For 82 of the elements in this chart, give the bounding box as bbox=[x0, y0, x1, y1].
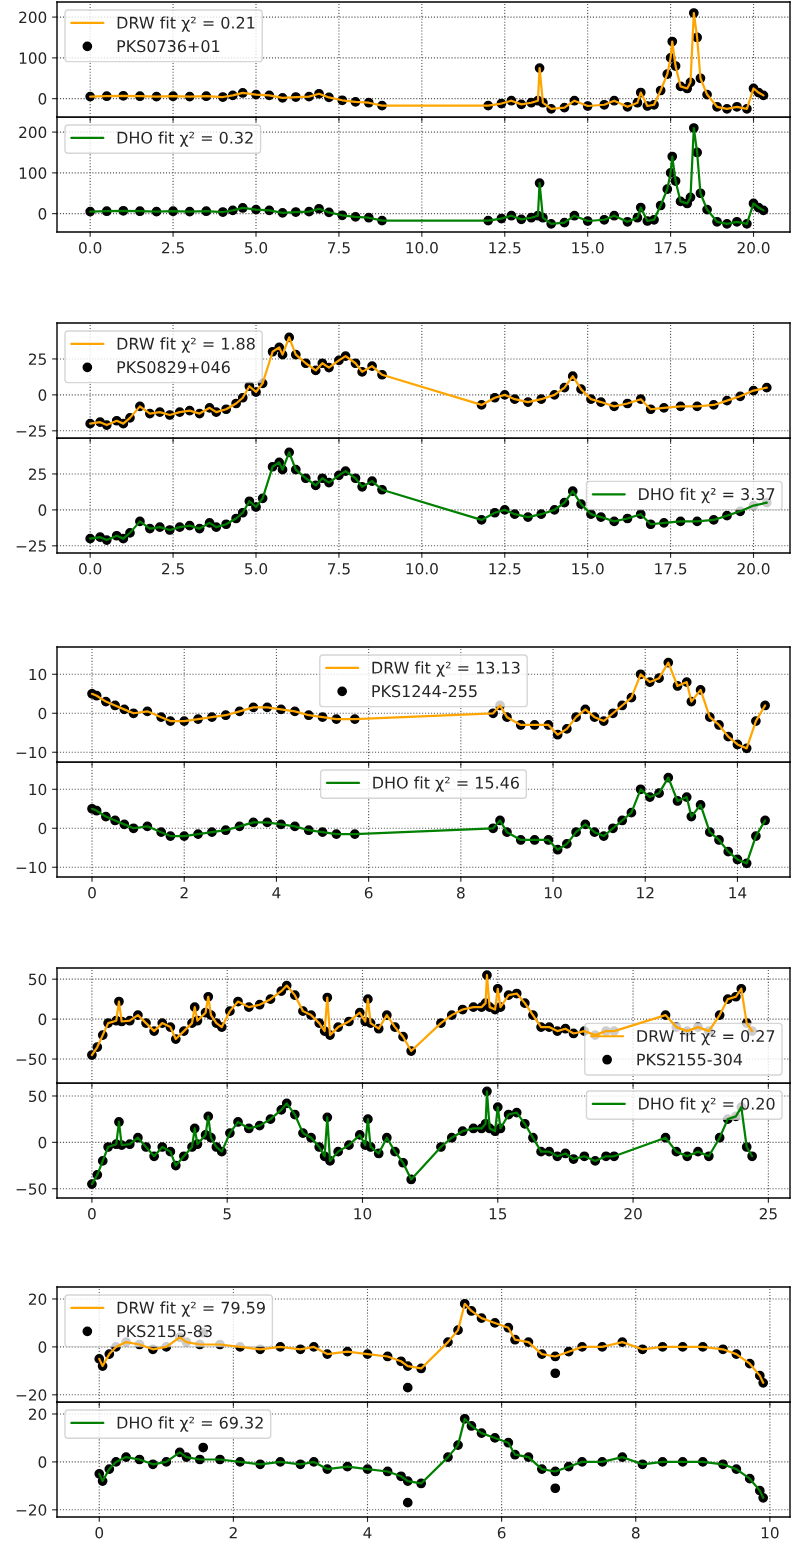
legend-label: PKS0829+046 bbox=[117, 361, 230, 374]
x-tick-label: 2.5 bbox=[162, 562, 184, 575]
legend-label: DRW fit χ² = 79.59 bbox=[117, 1301, 265, 1317]
y-tick-label: 200 bbox=[19, 11, 47, 24]
x-tick-label: 7.5 bbox=[328, 242, 350, 254]
legend-label: PKS2155-83 bbox=[117, 1325, 212, 1338]
x-tick-label: 6 bbox=[497, 1526, 506, 1539]
x-tick-label: 20.0 bbox=[737, 241, 770, 254]
x-tick-label: 2 bbox=[180, 886, 188, 899]
x-tick-label: 12 bbox=[637, 886, 654, 899]
legend-label: DHO fit χ² = 69.32 bbox=[117, 1416, 263, 1432]
x-tick-label: 17.5 bbox=[655, 242, 687, 254]
x-tick-label: 6 bbox=[364, 886, 373, 899]
legend-label: DRW fit χ² = 1.88 bbox=[117, 337, 255, 353]
x-tick-label: 10 bbox=[545, 886, 562, 899]
y-tick-label: 50 bbox=[29, 1090, 47, 1103]
y-tick-label: 0 bbox=[38, 1013, 47, 1026]
y-tick-label: 20 bbox=[28, 1293, 47, 1305]
x-tick-label: 5.0 bbox=[245, 241, 268, 254]
legend-label: DRW fit χ² = 0.21 bbox=[117, 16, 255, 32]
y-tick-label: −50 bbox=[16, 1183, 47, 1195]
y-tick-label: 0 bbox=[38, 707, 47, 720]
y-tick-label: −10 bbox=[16, 746, 47, 759]
y-tick-label: 20 bbox=[28, 1408, 47, 1420]
x-tick-label: 8 bbox=[631, 1526, 640, 1539]
x-tick-label: 0 bbox=[95, 1526, 104, 1539]
x-tick-label: 0 bbox=[88, 886, 96, 899]
x-tick-label: 5 bbox=[223, 1208, 231, 1220]
x-tick-label: 20 bbox=[624, 1207, 642, 1220]
x-tick-label: 0 bbox=[88, 1207, 96, 1220]
y-tick-label: −50 bbox=[16, 1053, 47, 1066]
x-tick-label: 7.5 bbox=[328, 563, 350, 575]
x-tick-label: 14 bbox=[729, 887, 747, 899]
y-tick-label: −25 bbox=[16, 540, 46, 552]
y-tick-label: 200 bbox=[19, 126, 47, 139]
x-tick-label: 15 bbox=[489, 1208, 507, 1220]
x-tick-label: 8 bbox=[457, 886, 465, 899]
y-tick-label: 0 bbox=[38, 1341, 47, 1353]
x-tick-label: 15.0 bbox=[572, 562, 604, 575]
y-tick-label: 0 bbox=[38, 93, 47, 105]
y-tick-label: 25 bbox=[28, 353, 46, 365]
legend-label: PKS0736+01 bbox=[117, 40, 220, 53]
legend-label: PKS1244-255 bbox=[372, 685, 477, 698]
y-tick-label: −25 bbox=[16, 425, 46, 437]
x-tick-label: 10.0 bbox=[406, 241, 438, 254]
y-tick-label: 0 bbox=[38, 504, 47, 516]
x-tick-label: 25 bbox=[759, 1207, 777, 1220]
x-tick-label: 4 bbox=[363, 1527, 372, 1539]
y-tick-label: 100 bbox=[19, 167, 47, 179]
y-tick-label: −20 bbox=[16, 1389, 47, 1401]
x-tick-label: 20.0 bbox=[737, 562, 770, 575]
x-tick-label: 12.5 bbox=[489, 241, 521, 254]
x-tick-label: 5.0 bbox=[245, 562, 268, 575]
x-tick-label: 15.0 bbox=[572, 241, 604, 254]
y-tick-label: 50 bbox=[29, 973, 47, 986]
y-tick-label: 25 bbox=[28, 468, 46, 480]
y-tick-label: −20 bbox=[16, 1504, 47, 1516]
x-tick-label: 12.5 bbox=[489, 562, 521, 575]
y-tick-label: 0 bbox=[38, 208, 47, 220]
legend-label: DHO fit χ² = 0.32 bbox=[117, 131, 253, 147]
x-tick-label: 10.0 bbox=[406, 562, 438, 575]
legend-label: DRW fit χ² = 13.13 bbox=[372, 661, 520, 677]
legend-label: DHO fit χ² = 0.20 bbox=[639, 1097, 775, 1113]
y-tick-label: 0 bbox=[38, 1456, 47, 1468]
y-tick-label: 0 bbox=[38, 1136, 47, 1149]
y-tick-label: 0 bbox=[38, 389, 47, 401]
x-tick-label: 10 bbox=[761, 1526, 779, 1539]
x-tick-label: 2 bbox=[229, 1526, 237, 1539]
y-tick-label: 100 bbox=[19, 52, 47, 64]
x-tick-label: 10 bbox=[354, 1207, 372, 1220]
legend-label: DHO fit χ² = 15.46 bbox=[373, 776, 519, 792]
y-tick-label: 10 bbox=[29, 668, 47, 681]
y-tick-label: 10 bbox=[29, 783, 47, 796]
x-tick-label: 2.5 bbox=[162, 241, 184, 254]
x-tick-label: 0.0 bbox=[79, 562, 102, 575]
legend-label: DHO fit χ² = 3.37 bbox=[639, 487, 775, 504]
x-tick-label: 0.0 bbox=[79, 241, 102, 254]
x-tick-label: 17.5 bbox=[655, 563, 687, 575]
legend-label: PKS2155-304 bbox=[637, 1053, 743, 1066]
x-tick-label: 4 bbox=[272, 887, 281, 899]
y-tick-label: 0 bbox=[38, 822, 47, 835]
y-tick-label: −10 bbox=[16, 861, 47, 874]
